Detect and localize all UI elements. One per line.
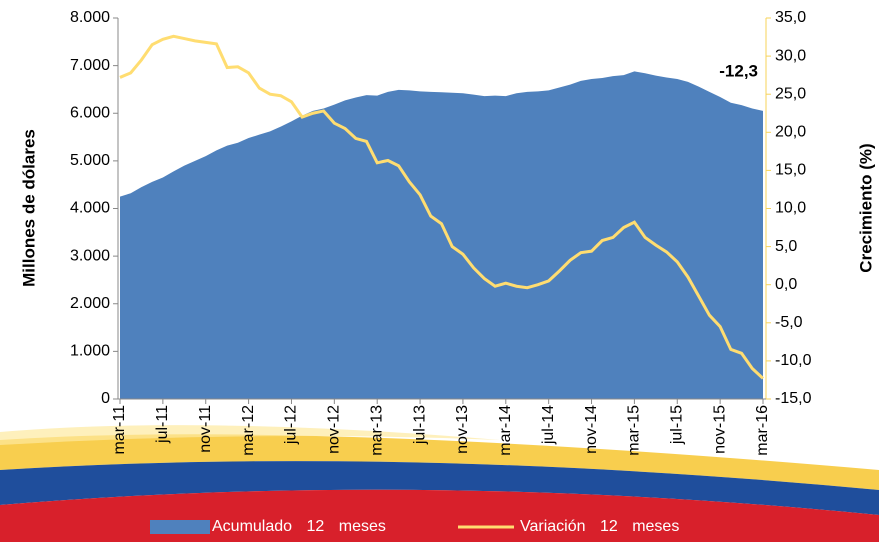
y-tick-label: 3.000: [70, 247, 110, 264]
x-tick-label: nov-12: [326, 405, 343, 454]
line: [119, 34, 765, 380]
y2-tick-label: 5,0: [775, 238, 797, 255]
flag-decoration: [0, 425, 879, 542]
area: [120, 71, 763, 399]
y2-tick-label: 35,0: [775, 9, 806, 26]
x-tick-label: nov-11: [197, 405, 214, 453]
x-tick-label: jul-13: [411, 405, 428, 445]
y-tick-label: 1.000: [70, 343, 110, 360]
y2-axis-title: Crecimiento (%): [856, 143, 875, 272]
y-tick-label: 4.000: [70, 200, 110, 217]
y-tick-label: 5.000: [70, 152, 110, 169]
y-tick-label: 6.000: [70, 104, 110, 121]
y-tick-label: 0: [101, 390, 110, 407]
x-tick-label: mar-11: [111, 405, 128, 455]
x-tick-label: mar-14: [497, 405, 514, 456]
annotation: -12,3: [719, 61, 758, 80]
y-tick-label: 8.000: [70, 9, 110, 26]
x-tick-label: nov-13: [454, 405, 471, 454]
y-tick-label: 2.000: [70, 295, 110, 312]
y2-tick-label: 15,0: [775, 162, 806, 179]
x-tick-label: mar-12: [240, 405, 257, 456]
x-tick-label: jul-14: [540, 405, 557, 445]
legend-label: Acumulado 12 meses: [212, 518, 386, 535]
y2-tick-label: -15,0: [775, 390, 812, 407]
x-tick-label: mar-16: [754, 405, 771, 456]
x-tick-label: jul-15: [668, 405, 685, 445]
y2-tick-label: -5,0: [775, 314, 803, 331]
x-tick-label: jul-12: [283, 405, 300, 445]
y2-tick-label: 0,0: [775, 276, 797, 293]
x-tick-label: mar-15: [626, 405, 643, 456]
x-tick-label: nov-15: [711, 405, 728, 454]
x-tick-label: jul-11: [154, 405, 171, 444]
legend-swatch: [150, 520, 210, 534]
y2-tick-label: 20,0: [775, 124, 806, 141]
y2-tick-label: 10,0: [775, 200, 806, 217]
legend-label: Variación 12 meses: [520, 518, 679, 535]
y-tick-label: 7.000: [70, 57, 110, 74]
y2-tick-label: 30,0: [775, 47, 806, 64]
x-tick-label: mar-13: [368, 405, 385, 456]
y-axis-title: Millones de dólares: [19, 129, 38, 287]
y2-tick-label: -10,0: [775, 352, 812, 369]
y2-tick-label: 25,0: [775, 85, 806, 102]
x-tick-label: nov-14: [583, 405, 600, 454]
